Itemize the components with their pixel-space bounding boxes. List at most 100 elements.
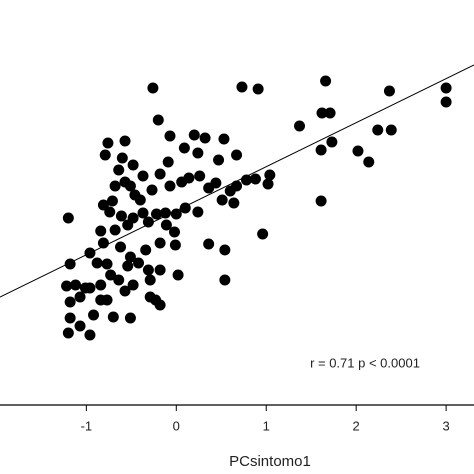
point [140,244,152,256]
point [95,279,107,291]
point [352,145,364,157]
point [146,184,158,196]
point [124,251,136,263]
point [320,75,332,87]
x-tick-label: 1 [263,418,270,433]
point [74,320,86,332]
point [64,296,76,308]
point [88,309,100,321]
point [113,164,125,176]
point [107,311,119,323]
point [372,124,384,136]
point [168,226,180,238]
point [315,144,327,156]
point [106,195,118,207]
point [257,228,269,240]
point [91,257,103,269]
point [127,279,139,291]
point [150,294,162,306]
point [144,274,156,286]
point [213,154,225,166]
point [262,178,274,190]
point [115,241,127,253]
point [95,225,107,237]
point [97,199,109,211]
point [440,82,452,94]
point [154,264,166,276]
point [124,312,136,324]
point [219,274,231,286]
point [105,269,117,281]
point [228,197,240,209]
point [326,136,338,148]
x-tick-label: 2 [353,418,360,433]
point [147,82,159,94]
point [127,159,139,171]
point [137,170,149,182]
point [99,149,111,161]
point [151,208,163,220]
point [61,280,73,292]
point [231,149,243,161]
point [316,107,328,119]
point [192,147,204,159]
x-tick-label: -1 [81,418,93,433]
point [109,224,121,236]
point [152,114,164,126]
point [133,257,145,269]
point [218,133,230,145]
point [62,212,74,224]
point [74,291,86,303]
point [264,169,276,181]
point [324,107,336,119]
point [162,156,174,168]
point [164,130,176,142]
x-tick-label: 3 [443,418,450,433]
point [183,172,195,184]
point [203,238,215,250]
point [199,132,211,144]
point [142,264,154,276]
point [79,282,91,294]
point [159,207,171,219]
point [172,269,184,281]
point [231,180,243,192]
point [115,210,127,222]
point [219,244,231,256]
point [101,294,113,306]
trend-line [0,64,474,298]
point [109,180,121,192]
point [119,285,131,297]
point [101,258,113,270]
point [116,152,128,164]
x-axis-label: PCsintomo1 [229,453,311,470]
point [102,137,114,149]
point [363,156,375,168]
annotation: r = 0.71 p < 0.0001 [310,355,420,370]
point [97,237,109,249]
point [119,135,131,147]
point [113,274,125,286]
point [440,96,452,108]
point [194,170,206,182]
point [154,168,166,180]
point [178,142,190,154]
point [70,279,82,291]
point [169,239,181,251]
point [249,173,261,185]
point [252,83,264,95]
x-tick-label: 0 [173,418,180,433]
point [154,237,166,249]
point [142,216,154,228]
point [236,81,248,93]
point [122,219,134,231]
point [385,124,397,136]
point [383,85,395,97]
point [315,195,327,207]
point [216,194,228,206]
point [164,180,176,192]
point [210,177,222,189]
point [160,219,172,231]
point [122,260,134,272]
